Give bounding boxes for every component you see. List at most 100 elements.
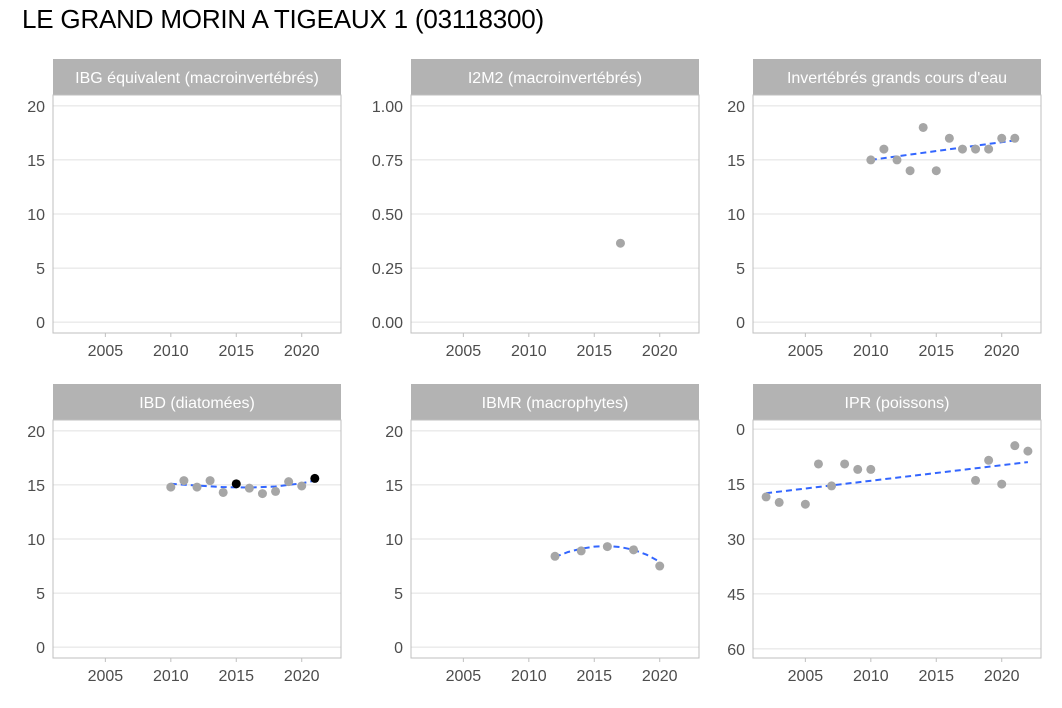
y-tick-label: 15 — [27, 153, 45, 170]
y-tick-label: 5 — [394, 586, 403, 603]
y-tick-label: 10 — [27, 207, 45, 224]
y-tick-label: 0.50 — [372, 207, 403, 224]
data-point — [997, 133, 1007, 143]
data-point — [813, 459, 823, 469]
panel-strip — [53, 59, 341, 95]
page-title: LE GRAND MORIN A TIGEAUX 1 (03118300) — [22, 4, 544, 34]
data-point — [271, 486, 281, 496]
y-tick-label: 0.25 — [372, 261, 403, 278]
y-tick-label: 0 — [736, 315, 745, 332]
trend-line — [765, 461, 1029, 495]
data-point-highlight — [231, 479, 241, 489]
y-tick-label: 5 — [36, 261, 45, 278]
data-point — [218, 487, 228, 497]
y-tick-label: 0.00 — [372, 315, 403, 332]
y-tick-label: 5 — [736, 261, 745, 278]
data-point — [866, 464, 876, 474]
y-tick-label: 20 — [27, 424, 45, 441]
y-tick-label: 0 — [736, 422, 745, 439]
x-tick-label: 2015 — [576, 668, 612, 685]
panel-border — [52, 419, 342, 659]
x-tick-label: 2020 — [642, 668, 678, 685]
data-point — [257, 489, 267, 499]
panel-border — [410, 419, 700, 659]
panel-5: IBMR (macrophytes) 0 5 10 15 20 2005 2010 2015 20… — [385, 384, 700, 685]
y-tick-label: 45 — [727, 587, 745, 604]
data-point — [957, 144, 967, 154]
x-tick-label: 2010 — [853, 343, 889, 360]
data-point — [761, 492, 771, 502]
panel-title: IPR (poissons) — [845, 395, 950, 412]
data-point — [774, 497, 784, 507]
data-point — [179, 476, 189, 486]
y-tick-label: 0 — [394, 640, 403, 657]
x-tick-label: 2005 — [88, 668, 124, 685]
data-point — [971, 144, 981, 154]
y-tick-label: 1.00 — [372, 99, 403, 116]
x-tick-label: 2005 — [446, 343, 482, 360]
data-point-highlight — [310, 473, 320, 483]
panel-title: I2M2 (macroinvertébrés) — [468, 70, 642, 87]
panel-6: IPR (poissons) 0 15 30 45 60 2005 2010 2015 2020 — [727, 384, 1042, 685]
x-tick-label: 2005 — [88, 343, 124, 360]
panel-border — [752, 419, 1042, 659]
data-point — [284, 477, 294, 487]
x-tick-label: 2010 — [511, 668, 547, 685]
panel-title: Invertébrés grands cours d'eau — [787, 70, 1007, 87]
y-tick-label: 10 — [385, 532, 403, 549]
data-point — [827, 481, 837, 491]
panel-strip — [411, 59, 699, 95]
data-point — [297, 481, 307, 491]
data-point — [1010, 441, 1020, 451]
y-tick-label: 20 — [27, 99, 45, 116]
data-point — [602, 542, 612, 552]
panel-strip — [753, 384, 1041, 420]
x-tick-label: 2010 — [853, 668, 889, 685]
panel-title: IBD (diatomées) — [139, 395, 255, 412]
panel-strip — [753, 59, 1041, 95]
y-tick-label: 15 — [385, 478, 403, 495]
trend-line — [170, 479, 316, 489]
data-point — [892, 155, 902, 165]
x-tick-label: 2010 — [153, 668, 189, 685]
trend-line — [870, 139, 1015, 161]
data-point — [918, 122, 928, 132]
x-tick-label: 2015 — [576, 343, 612, 360]
y-tick-label: 10 — [727, 207, 745, 224]
data-point — [944, 133, 954, 143]
data-point — [905, 166, 915, 176]
data-point — [971, 475, 981, 485]
data-point — [840, 459, 850, 469]
data-point — [984, 455, 994, 465]
x-tick-label: 2010 — [153, 343, 189, 360]
x-tick-label: 2020 — [984, 668, 1020, 685]
y-tick-label: 60 — [727, 642, 745, 659]
panel-strip — [53, 384, 341, 420]
data-point — [576, 546, 586, 556]
x-tick-label: 2015 — [218, 343, 254, 360]
panel-title: IBMR (macrophytes) — [482, 395, 629, 412]
data-point — [1023, 446, 1033, 456]
data-point — [984, 144, 994, 154]
data-point — [629, 545, 639, 555]
data-point — [997, 479, 1007, 489]
data-point — [166, 482, 176, 492]
data-point — [550, 551, 560, 561]
x-tick-label: 2005 — [788, 343, 824, 360]
panel-border — [410, 94, 700, 334]
panel-1: IBG équivalent (macroinvertébrés) 0 5 10 15 2… — [27, 59, 342, 360]
panel-strip — [411, 384, 699, 420]
panel-border — [752, 94, 1042, 334]
y-tick-label: 0 — [36, 640, 45, 657]
y-tick-label: 30 — [727, 532, 745, 549]
x-tick-label: 2010 — [511, 343, 547, 360]
y-tick-label: 15 — [727, 477, 745, 494]
x-tick-label: 2020 — [284, 668, 320, 685]
x-tick-label: 2015 — [218, 668, 254, 685]
x-tick-label: 2015 — [918, 343, 954, 360]
x-tick-label: 2020 — [642, 343, 678, 360]
panel-2: I2M2 (macroinvertébrés) 0.00 0.25 0.50 0.75 1… — [372, 59, 700, 360]
data-point — [866, 155, 876, 165]
data-point — [205, 476, 215, 486]
